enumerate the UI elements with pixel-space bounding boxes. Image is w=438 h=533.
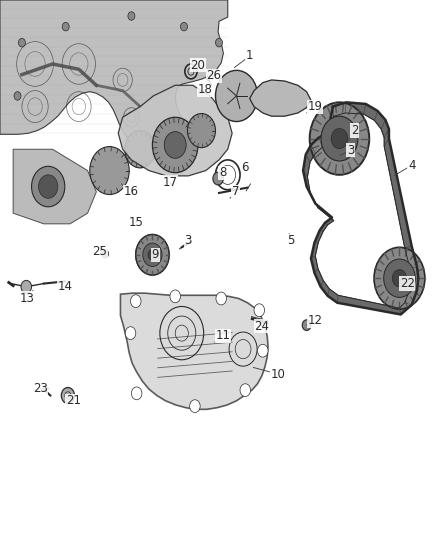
Text: 16: 16 bbox=[124, 185, 139, 198]
Circle shape bbox=[125, 327, 136, 340]
Text: 21: 21 bbox=[66, 394, 81, 407]
Text: 3: 3 bbox=[184, 235, 192, 247]
Text: 14: 14 bbox=[57, 280, 72, 293]
Circle shape bbox=[18, 38, 25, 47]
Circle shape bbox=[254, 304, 265, 317]
Text: 12: 12 bbox=[307, 314, 323, 327]
Circle shape bbox=[136, 235, 169, 275]
Circle shape bbox=[384, 259, 415, 297]
Text: 2: 2 bbox=[347, 124, 359, 142]
Circle shape bbox=[170, 290, 180, 303]
Text: 13: 13 bbox=[20, 290, 35, 305]
Circle shape bbox=[321, 116, 358, 161]
Text: 24: 24 bbox=[254, 320, 269, 333]
Circle shape bbox=[310, 102, 369, 175]
Circle shape bbox=[144, 244, 161, 265]
Circle shape bbox=[374, 247, 425, 309]
Circle shape bbox=[215, 70, 258, 122]
Circle shape bbox=[258, 344, 268, 357]
Text: 15: 15 bbox=[128, 216, 143, 229]
Polygon shape bbox=[13, 149, 96, 224]
Circle shape bbox=[21, 280, 32, 293]
Text: 26: 26 bbox=[206, 69, 221, 82]
Circle shape bbox=[39, 175, 58, 198]
Circle shape bbox=[102, 249, 109, 258]
Circle shape bbox=[180, 22, 187, 31]
Circle shape bbox=[136, 235, 169, 275]
Circle shape bbox=[148, 249, 157, 260]
Circle shape bbox=[143, 243, 162, 266]
Circle shape bbox=[131, 387, 142, 400]
Text: 3: 3 bbox=[340, 144, 354, 157]
Text: 19: 19 bbox=[307, 100, 323, 113]
Circle shape bbox=[163, 124, 170, 132]
Circle shape bbox=[61, 387, 74, 403]
Circle shape bbox=[164, 132, 186, 158]
Polygon shape bbox=[120, 293, 268, 409]
Circle shape bbox=[90, 147, 129, 195]
Circle shape bbox=[215, 38, 223, 47]
Circle shape bbox=[392, 270, 406, 287]
Circle shape bbox=[128, 12, 135, 20]
Text: 1: 1 bbox=[234, 50, 254, 68]
Polygon shape bbox=[303, 102, 418, 314]
Circle shape bbox=[190, 400, 200, 413]
Circle shape bbox=[62, 22, 69, 31]
Text: 4: 4 bbox=[394, 159, 416, 175]
Polygon shape bbox=[0, 0, 228, 154]
Text: 11: 11 bbox=[215, 329, 231, 342]
Polygon shape bbox=[250, 80, 311, 116]
Text: 7: 7 bbox=[230, 185, 240, 198]
Circle shape bbox=[213, 172, 223, 185]
Circle shape bbox=[216, 292, 226, 305]
Text: 9: 9 bbox=[151, 248, 159, 261]
Text: 6: 6 bbox=[240, 161, 249, 174]
Polygon shape bbox=[118, 85, 232, 176]
Circle shape bbox=[131, 295, 141, 308]
Circle shape bbox=[331, 128, 348, 149]
Text: 20: 20 bbox=[191, 59, 205, 71]
Circle shape bbox=[32, 166, 65, 207]
Circle shape bbox=[152, 117, 198, 173]
Text: 25: 25 bbox=[92, 245, 107, 258]
Circle shape bbox=[125, 131, 155, 168]
Circle shape bbox=[14, 92, 21, 100]
Text: 10: 10 bbox=[253, 367, 286, 381]
Circle shape bbox=[240, 384, 251, 397]
Circle shape bbox=[187, 114, 215, 148]
Text: 8: 8 bbox=[218, 166, 226, 179]
Text: 22: 22 bbox=[399, 277, 415, 290]
Text: 5: 5 bbox=[288, 233, 295, 247]
Text: 17: 17 bbox=[162, 176, 177, 189]
Circle shape bbox=[302, 320, 311, 330]
Text: 23: 23 bbox=[33, 382, 48, 394]
Text: 18: 18 bbox=[198, 83, 212, 96]
